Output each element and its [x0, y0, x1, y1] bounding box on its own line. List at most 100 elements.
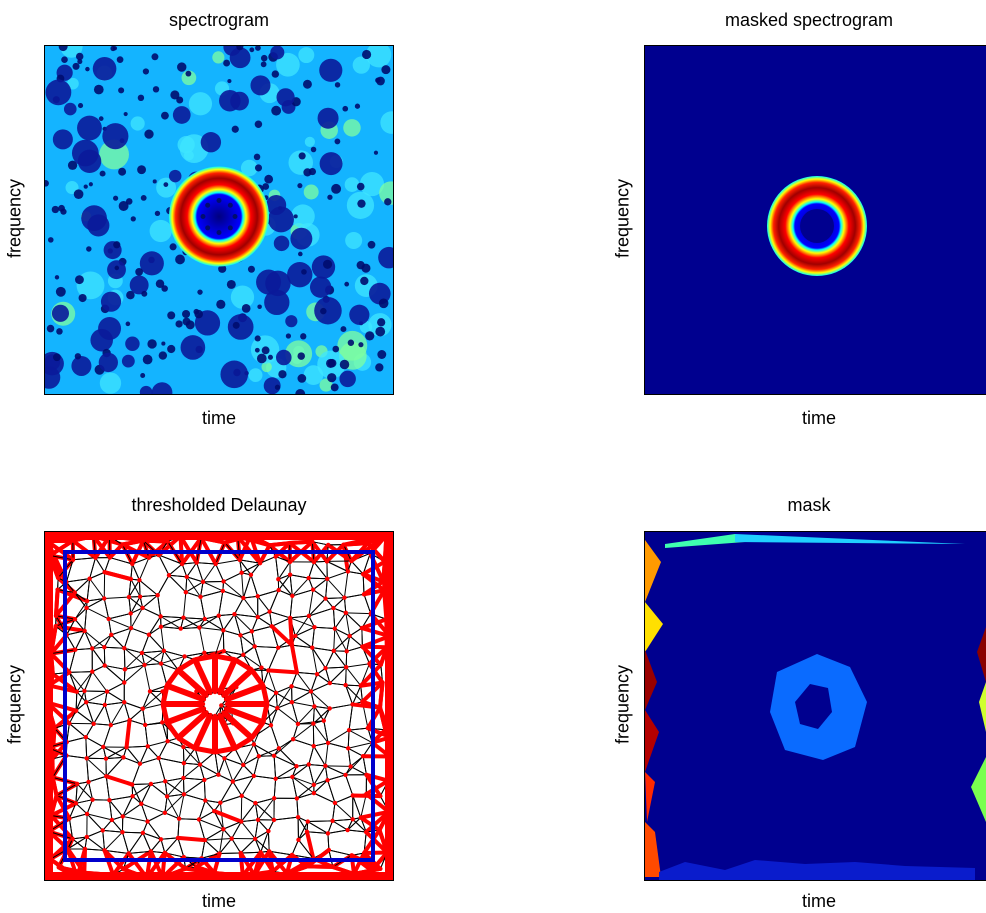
delaunay-edge — [130, 607, 144, 629]
delaunay-edge — [219, 838, 233, 854]
delaunay-edge — [203, 779, 206, 801]
delaunay-point — [208, 690, 213, 696]
spectrogram-zero — [367, 240, 376, 249]
mask-title: mask — [787, 495, 831, 515]
delaunay-edge — [273, 738, 294, 757]
spectrogram-zero — [309, 276, 332, 298]
spectrogram-zero — [98, 352, 118, 373]
delaunay-edge — [69, 671, 93, 673]
delaunay-edge — [294, 615, 310, 637]
delaunay-edge — [291, 644, 313, 649]
delaunay-point — [314, 671, 320, 677]
delaunay-edge — [327, 742, 349, 749]
delaunay-point — [45, 538, 50, 544]
delaunay-point — [311, 559, 317, 565]
delaunay-edge — [139, 757, 159, 765]
delaunay-edge — [196, 562, 216, 565]
delaunay-edge — [350, 765, 367, 776]
spectrogram-zero — [168, 169, 182, 183]
spectrogram-zero — [56, 328, 63, 335]
delaunay-edge — [361, 628, 363, 647]
delaunay-long-edge — [178, 535, 199, 564]
delaunay-point — [383, 727, 388, 732]
delaunay-point — [239, 570, 244, 575]
masked-spectrogram-ylabel: frequency — [612, 178, 633, 259]
spectrogram-zero — [250, 75, 271, 96]
delaunay-edge — [308, 763, 326, 767]
mask-edge-region — [665, 534, 745, 548]
spectrogram-zero — [123, 111, 128, 117]
delaunay-triangulation — [45, 532, 393, 880]
delaunay-ring-spoke — [192, 658, 214, 695]
delaunay-point — [107, 533, 112, 539]
delaunay-point — [122, 700, 127, 705]
delaunay-point — [181, 775, 186, 781]
spectrogram-zero — [241, 304, 251, 313]
delaunay-edge — [290, 615, 309, 619]
delaunay-edge — [327, 571, 349, 580]
delaunay-long-edge — [50, 776, 59, 796]
delaunay-edge — [292, 589, 314, 597]
delaunay-edge — [271, 617, 291, 627]
spectrogram-zero — [140, 194, 147, 201]
delaunay-edge — [75, 799, 93, 804]
delaunay-point — [139, 650, 145, 656]
delaunay-edge — [86, 691, 108, 703]
delaunay-edge — [313, 742, 329, 747]
delaunay-edge — [160, 617, 184, 628]
delaunay-point — [208, 712, 213, 718]
delaunay-edge — [254, 646, 262, 668]
delaunay-edge — [126, 746, 141, 765]
delaunay-point — [241, 652, 246, 658]
delaunay-point — [219, 703, 224, 708]
delaunay-edge — [308, 577, 328, 580]
delaunay-point — [202, 837, 208, 843]
delaunay-edge — [273, 816, 299, 821]
delaunay-edge — [218, 613, 235, 617]
delaunay-edge — [347, 730, 350, 749]
delaunay-edge — [147, 821, 162, 840]
spectrogram-bright-patch — [130, 116, 145, 131]
delaunay-edge — [345, 774, 354, 796]
spectrogram-zero — [114, 265, 120, 271]
delaunay-edge — [269, 850, 293, 856]
delaunay-edge — [275, 765, 297, 780]
delaunay-point — [217, 690, 222, 696]
delaunay-edge — [278, 574, 291, 591]
delaunay-point — [178, 534, 183, 539]
delaunay-edge — [326, 560, 349, 572]
delaunay-point — [380, 680, 385, 685]
delaunay-ring-edge — [214, 653, 236, 663]
delaunay-edge — [103, 598, 110, 620]
mask-edge-region — [645, 602, 663, 652]
spectrogram-zero — [376, 76, 385, 86]
delaunay-ring-edge — [194, 745, 216, 755]
delaunay-edge — [181, 563, 188, 578]
delaunay-edge — [325, 666, 347, 669]
delaunay-point — [100, 828, 105, 833]
delaunay-long-edge — [364, 830, 389, 854]
delaunay-point — [311, 743, 316, 749]
delaunay-edge — [199, 764, 205, 781]
delaunay-point — [270, 869, 275, 874]
delaunay-edge — [142, 832, 162, 840]
delaunay-point — [141, 538, 146, 543]
delaunay-edge — [218, 590, 224, 616]
delaunay-ring-edge — [249, 720, 266, 740]
delaunay-edge — [166, 796, 180, 819]
spectrogram-zero — [273, 235, 290, 252]
spectrogram-zero — [326, 358, 336, 368]
delaunay-edge — [142, 594, 158, 609]
delaunay-point — [241, 595, 246, 601]
delaunay-edge — [267, 670, 277, 693]
delaunay-edge — [140, 783, 152, 804]
delaunay-point — [271, 753, 277, 758]
delaunay-edge — [347, 571, 364, 575]
delaunay-point — [145, 819, 150, 824]
spectrogram-zero — [73, 189, 84, 199]
masked-spectrogram-xlabel: time — [801, 408, 836, 428]
delaunay-ring-spoke — [225, 682, 265, 703]
delaunay-long-edge — [305, 831, 316, 859]
delaunay-edge — [161, 722, 169, 742]
delaunay-edge — [74, 592, 88, 602]
